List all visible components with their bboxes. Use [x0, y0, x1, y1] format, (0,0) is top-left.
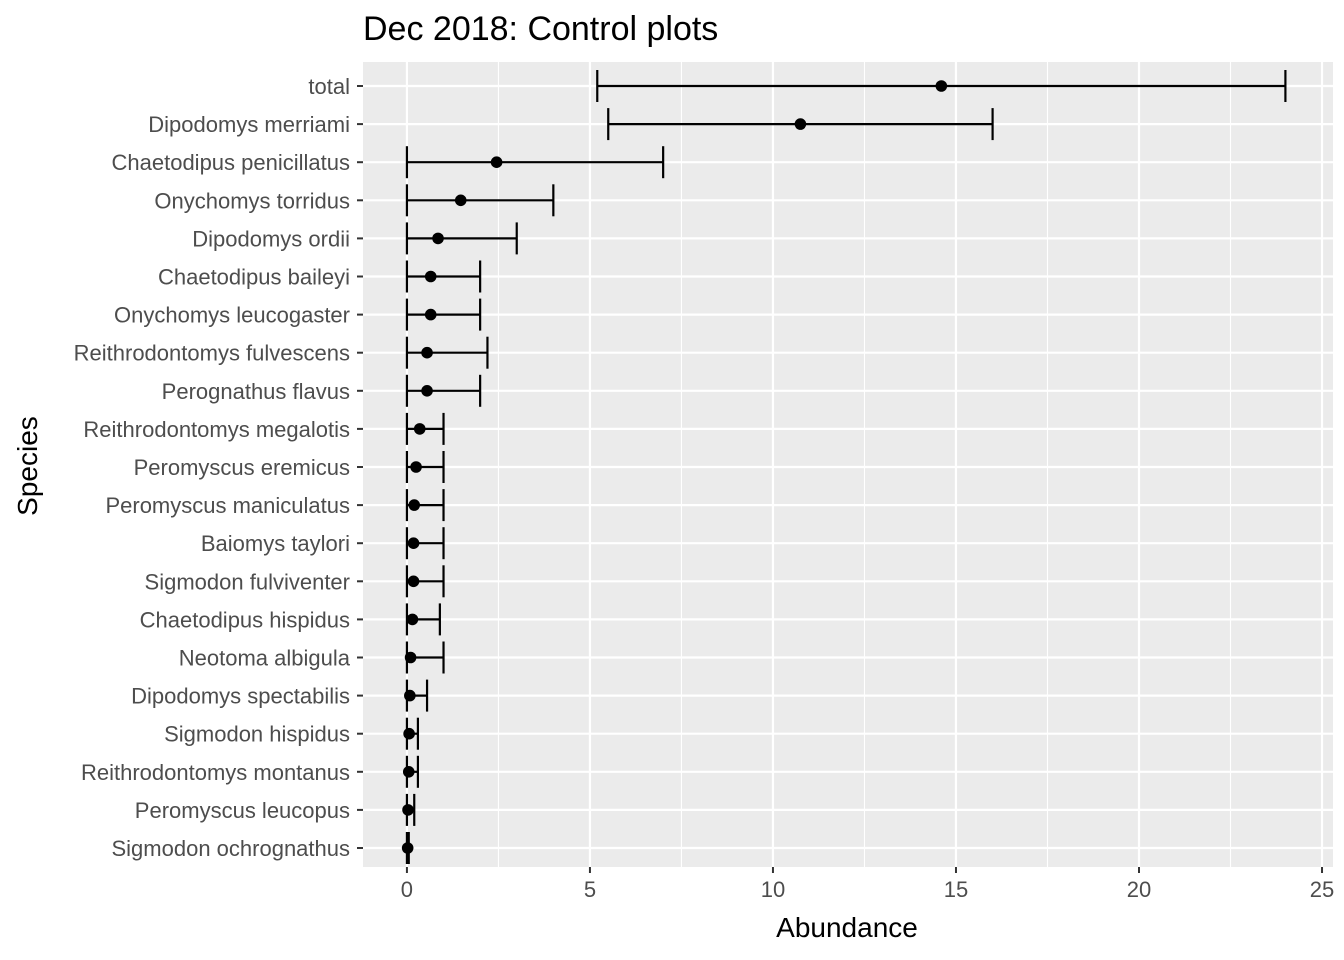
y-tick-label: Peromyscus eremicus	[134, 455, 350, 480]
error-bar	[405, 336, 489, 369]
x-tick-label: 10	[761, 877, 785, 902]
error-bar	[405, 298, 482, 331]
y-tick-label: Reithrodontomys montanus	[81, 760, 350, 785]
data-point	[410, 461, 422, 473]
data-point	[424, 308, 437, 321]
x-tick-label: 0	[401, 877, 413, 902]
y-tick-label: Baiomys taylori	[201, 531, 350, 556]
data-point	[421, 385, 433, 397]
y-axis: total Dipodomys merriami Chaetodipus penic…	[74, 74, 363, 861]
data-point	[421, 346, 433, 359]
data-point	[401, 842, 414, 854]
points	[401, 80, 948, 854]
error-bar	[405, 374, 482, 407]
y-tick-label: Onychomys leucogaster	[114, 303, 350, 328]
data-point	[407, 537, 420, 549]
plot-panel	[363, 62, 1333, 867]
data-point	[406, 613, 419, 626]
y-axis-title: Species	[12, 416, 43, 516]
data-point	[794, 118, 807, 130]
error-bar	[405, 184, 555, 217]
data-point	[403, 727, 415, 740]
y-tick-label: Sigmodon ochrognathus	[112, 836, 351, 861]
data-point	[407, 575, 420, 588]
data-point	[402, 804, 414, 816]
data-point	[413, 423, 426, 435]
x-tick-label: 25	[1310, 877, 1334, 902]
data-point	[424, 270, 437, 283]
chart-title: Dec 2018: Control plots	[363, 10, 718, 48]
error-bar	[405, 222, 518, 255]
y-tick-label: Dipodomys spectabilis	[131, 684, 350, 709]
y-tick-label: Sigmodon fulviventer	[145, 569, 350, 594]
error-bar	[405, 146, 665, 179]
y-tick-label: Dipodomys ordii	[192, 226, 350, 251]
data-point	[404, 651, 417, 664]
data-point	[404, 689, 416, 702]
x-axis: 0 5 10 15 20 25	[401, 867, 1334, 902]
y-tick-label: Reithrodontomys fulvescens	[74, 341, 350, 366]
y-tick-label: Peromyscus leucopus	[135, 798, 350, 823]
x-axis-title: Abundance	[776, 912, 918, 943]
data-point	[432, 232, 444, 245]
y-tick-label: Perognathus flavus	[162, 379, 350, 404]
data-point	[490, 156, 503, 168]
data-point	[408, 499, 421, 511]
y-tick-label: Dipodomys merriami	[148, 112, 350, 137]
y-tick-label: Neotoma albigula	[179, 646, 351, 671]
y-tick-label: Chaetodipus hispidus	[140, 607, 350, 632]
y-tick-label: total	[308, 74, 350, 99]
y-tick-label: Reithrodontomys megalotis	[83, 417, 350, 442]
y-tick-label: Onychomys torridus	[154, 188, 350, 213]
data-point	[402, 766, 415, 778]
y-tick-label: Chaetodipus penicillatus	[112, 150, 351, 175]
x-tick-label: 20	[1127, 877, 1151, 902]
error-bar	[405, 260, 482, 293]
x-tick-label: 15	[944, 877, 968, 902]
x-tick-label: 5	[584, 877, 596, 902]
data-point	[935, 80, 948, 92]
y-tick-label: Sigmodon hispidus	[164, 722, 350, 747]
y-tick-label: Chaetodipus baileyi	[158, 265, 350, 290]
data-point	[454, 194, 467, 207]
y-tick-label: Peromyscus maniculatus	[105, 493, 350, 518]
